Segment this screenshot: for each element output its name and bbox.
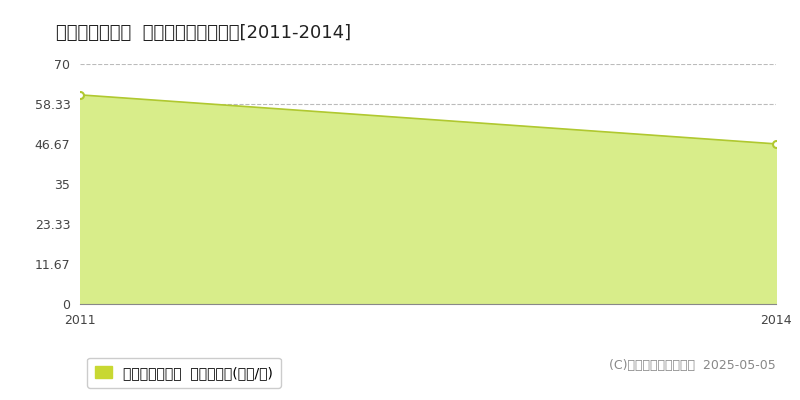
Text: 岐阜市雄総桜町  マンション価格推移[2011-2014]: 岐阜市雄総桜町 マンション価格推移[2011-2014] — [56, 24, 351, 42]
Text: (C)土地価格ドットコム  2025-05-05: (C)土地価格ドットコム 2025-05-05 — [610, 359, 776, 372]
Legend: マンション価格  平均坪単価(万円/坪): マンション価格 平均坪単価(万円/坪) — [87, 358, 282, 388]
